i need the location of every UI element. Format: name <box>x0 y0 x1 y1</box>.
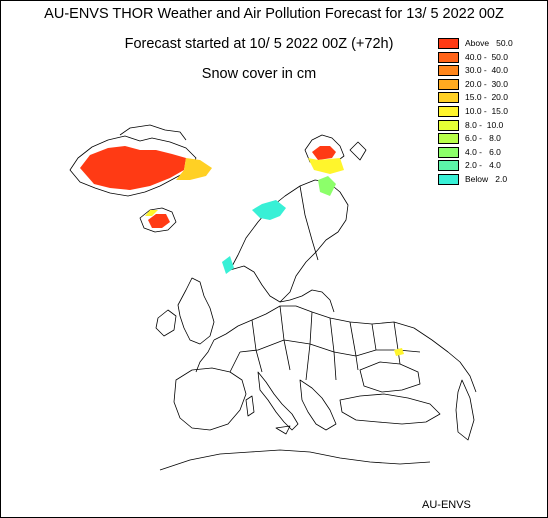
legend-label: 10.0 - 15.0 <box>465 105 509 116</box>
legend-swatch <box>438 146 459 158</box>
legend-swatch <box>438 160 459 172</box>
legend-item: 8.0 - 10.0 <box>438 119 544 133</box>
color-legend: Above 50.0 40.0 - 50.0 30.0 - 40.0 20.0 … <box>438 37 544 187</box>
snow-norway-south <box>222 256 234 274</box>
sardinia <box>245 395 255 417</box>
legend-swatch <box>438 173 459 185</box>
legend-item: 40.0 - 50.0 <box>438 51 544 65</box>
forecast-start: Forecast started at 10/ 5 2022 00Z (+72h… <box>124 36 394 52</box>
snow-scandinavia-2 <box>318 176 336 196</box>
legend-item: 6.0 - 8.0 <box>438 132 544 146</box>
legend-item: 4.0 - 6.0 <box>438 146 544 160</box>
france-coast <box>195 339 215 373</box>
legend-label: 30.0 - 40.0 <box>465 65 509 76</box>
legend-swatch <box>438 38 459 49</box>
snow-scandinavia <box>252 200 286 220</box>
black-sea <box>359 361 421 393</box>
legend-item: Below 2.0 <box>438 173 544 187</box>
snow-svalbard <box>312 146 336 160</box>
legend-label: 2.0 - 4.0 <box>465 160 501 171</box>
legend-label: 15.0 - 20.0 <box>465 92 509 103</box>
legend-swatch <box>438 133 459 145</box>
arctic-island <box>349 141 367 161</box>
legend-label: 4.0 - 6.0 <box>465 146 501 157</box>
finland-border <box>299 185 319 261</box>
legend-swatch <box>438 78 459 90</box>
legend-swatch <box>438 92 459 104</box>
legend-swatch <box>438 119 459 131</box>
snow-svalbard-edge <box>308 158 344 174</box>
snow-greenland <box>80 146 186 190</box>
iceland-coast <box>139 207 177 233</box>
legend-item: 15.0 - 20.0 <box>438 91 544 105</box>
greenland-coast <box>69 135 197 197</box>
legend-label: 8.0 - 10.0 <box>465 119 504 130</box>
legend-label: 6.0 - 8.0 <box>465 133 501 144</box>
sicily <box>275 425 291 435</box>
legend-item: 20.0 - 30.0 <box>438 78 544 92</box>
credit-label: AU-ENVS <box>422 499 471 511</box>
scandinavia-coast <box>229 179 349 303</box>
turkey-coast <box>339 393 441 425</box>
snow-iceland <box>148 214 170 228</box>
continent-coast <box>213 305 477 393</box>
variable-name: Snow cover in cm <box>201 66 317 82</box>
iberia-coast <box>173 367 247 431</box>
legend-swatch <box>438 105 459 117</box>
ireland <box>155 309 177 337</box>
baltic-coast <box>279 289 335 313</box>
legend-item: 2.0 - 4.0 <box>438 159 544 173</box>
italy-coast <box>257 371 299 431</box>
snow-caucasus <box>394 348 404 356</box>
north-africa-coast <box>159 449 431 471</box>
legend-item: 30.0 - 40.0 <box>438 64 544 78</box>
snow-greenland-edge <box>176 158 212 180</box>
legend-label: Below 2.0 <box>465 173 508 184</box>
legend-label: 20.0 - 30.0 <box>465 78 509 89</box>
great-britain <box>177 277 215 345</box>
caspian-sea <box>455 379 475 441</box>
legend-item: Above 50.0 <box>438 37 544 51</box>
greenland-north <box>119 124 187 141</box>
page-title: AU-ENVS THOR Weather and Air Pollution F… <box>44 6 504 22</box>
legend-swatch <box>438 65 459 77</box>
snow-cover-layer <box>80 146 404 356</box>
legend-label: Above 50.0 <box>465 38 513 48</box>
legend-item: 10.0 - 15.0 <box>438 105 544 119</box>
legend-label: 40.0 - 50.0 <box>465 51 509 62</box>
balkans-coast <box>299 379 337 431</box>
legend-swatch <box>438 51 459 63</box>
snow-iceland-edge <box>145 210 158 216</box>
